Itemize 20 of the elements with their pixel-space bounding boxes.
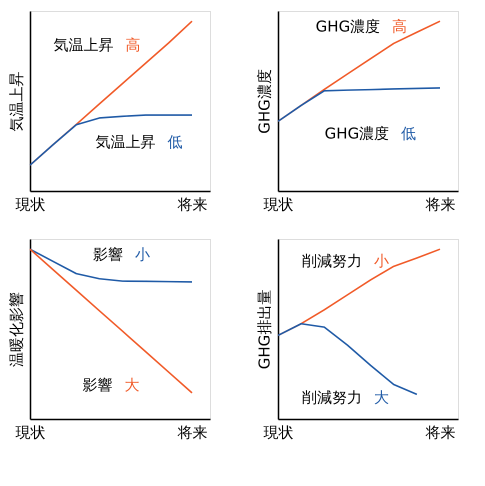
x-tick-label: 将来 bbox=[176, 196, 208, 214]
x-tick-label: 将来 bbox=[424, 196, 456, 214]
series-label: 影響 小 bbox=[93, 245, 150, 264]
y-axis-title: 気温上昇 bbox=[8, 72, 26, 132]
y-axis-title: GHG排出量 bbox=[256, 290, 274, 370]
y-axis-title: 温暖化影響 bbox=[8, 292, 26, 367]
series-label: GHG濃度 低 bbox=[324, 124, 416, 142]
series-label: GHG濃度 高 bbox=[316, 17, 408, 36]
series-label: 削減努力 大 bbox=[302, 388, 390, 406]
x-tick-label: 現状 bbox=[264, 424, 294, 442]
x-tick-label: 将来 bbox=[424, 424, 456, 442]
x-tick-label: 現状 bbox=[16, 424, 46, 442]
series-label: 気温上昇 低 bbox=[96, 132, 183, 151]
x-tick-label: 将来 bbox=[176, 424, 208, 442]
y-axis-title: GHG濃度 bbox=[256, 69, 274, 134]
series-label: 削減努力 小 bbox=[302, 252, 390, 270]
series-label: 影響 大 bbox=[82, 376, 140, 394]
series-label: 気温上昇 高 bbox=[54, 36, 141, 54]
x-tick-label: 現状 bbox=[264, 196, 294, 214]
x-tick-label: 現状 bbox=[16, 196, 46, 214]
